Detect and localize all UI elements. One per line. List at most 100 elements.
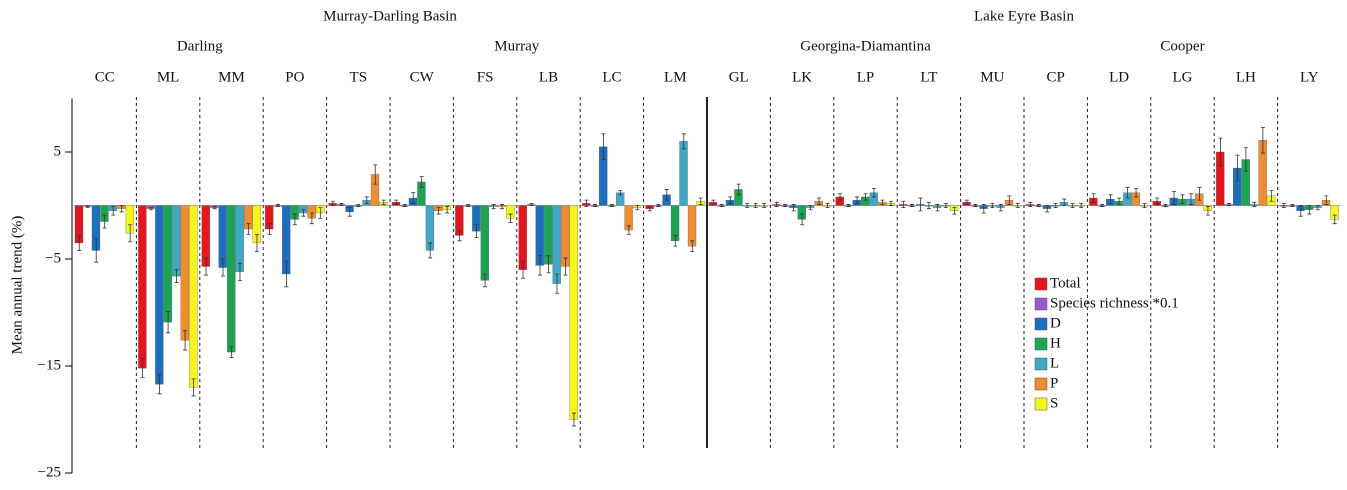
error-bar bbox=[728, 196, 733, 204]
region-label: Cooper bbox=[1160, 38, 1204, 54]
legend-swatch bbox=[1034, 277, 1048, 291]
error-bar bbox=[1028, 201, 1033, 207]
error-bar bbox=[563, 257, 568, 276]
error-bar bbox=[863, 193, 868, 201]
error-bar bbox=[212, 206, 217, 210]
error-bar bbox=[111, 206, 116, 216]
error-bar bbox=[1125, 186, 1130, 199]
basin-label: Murray-Darling Basin bbox=[323, 8, 457, 24]
error-bar bbox=[601, 133, 606, 160]
error-bar bbox=[474, 224, 479, 238]
error-bar bbox=[1079, 202, 1084, 209]
error-bar bbox=[753, 202, 758, 209]
bar bbox=[172, 205, 181, 277]
error-bar bbox=[94, 238, 99, 263]
error-bar bbox=[1091, 193, 1096, 203]
error-bar bbox=[1100, 204, 1105, 207]
basin-label: Lake Eyre Basin bbox=[974, 8, 1074, 24]
error-bar bbox=[909, 204, 914, 207]
error-bar bbox=[981, 204, 986, 214]
x-category-label: CW bbox=[410, 69, 435, 85]
error-bar bbox=[656, 204, 661, 207]
error-bar bbox=[690, 240, 695, 252]
bar bbox=[218, 205, 227, 268]
error-bar bbox=[1324, 195, 1329, 205]
error-bar bbox=[1226, 202, 1231, 206]
x-category-label: FS bbox=[477, 69, 494, 85]
legend-label: S bbox=[1050, 395, 1058, 411]
x-category-label: CP bbox=[1047, 69, 1065, 85]
error-bar bbox=[1070, 202, 1075, 209]
error-bar bbox=[166, 311, 171, 334]
error-bar bbox=[880, 199, 885, 205]
error-bar bbox=[128, 224, 133, 243]
error-bar bbox=[1053, 202, 1058, 209]
error-bar bbox=[508, 213, 513, 224]
legend-swatch bbox=[1034, 377, 1048, 391]
x-category-label: MM bbox=[218, 69, 245, 85]
error-bar bbox=[85, 205, 90, 209]
error-bar bbox=[1332, 214, 1337, 225]
error-bar bbox=[521, 260, 526, 279]
x-category-label: LK bbox=[792, 69, 812, 85]
error-bar bbox=[711, 199, 716, 205]
x-category-label: LD bbox=[1109, 69, 1129, 85]
error-bar bbox=[918, 197, 923, 212]
error-bar bbox=[943, 202, 948, 209]
bar bbox=[180, 205, 189, 341]
x-category-label: GL bbox=[729, 69, 749, 85]
error-bar bbox=[284, 260, 289, 288]
error-bar bbox=[419, 176, 424, 188]
error-bar bbox=[1015, 202, 1020, 209]
error-bar bbox=[246, 223, 251, 235]
error-bar bbox=[871, 187, 876, 198]
error-bar bbox=[347, 207, 352, 217]
legend-label: Species richness *0.1 bbox=[1050, 295, 1179, 311]
error-bar bbox=[1252, 201, 1257, 207]
legend-label: P bbox=[1050, 375, 1058, 391]
error-bar bbox=[673, 235, 678, 247]
error-bar bbox=[762, 202, 767, 209]
error-bar bbox=[491, 204, 496, 210]
error-bar bbox=[609, 204, 614, 207]
region-label: Georgina-Diamantina bbox=[800, 38, 931, 54]
x-category-label: LM bbox=[664, 69, 687, 85]
error-bar bbox=[457, 229, 462, 242]
error-bar bbox=[373, 164, 378, 185]
x-category-label: LG bbox=[1173, 69, 1193, 85]
error-bar bbox=[330, 200, 335, 206]
error-bar bbox=[998, 204, 1003, 212]
error-bar bbox=[635, 205, 640, 211]
error-bar bbox=[191, 378, 196, 397]
error-bar bbox=[275, 204, 280, 207]
x-category-label: LC bbox=[602, 69, 621, 85]
error-bar bbox=[1172, 191, 1177, 205]
y-tick-label: −5 bbox=[45, 250, 61, 266]
error-bar bbox=[584, 199, 589, 207]
legend-swatch bbox=[1034, 317, 1048, 331]
error-bar bbox=[411, 192, 416, 204]
error-bar bbox=[1007, 195, 1012, 205]
bar bbox=[679, 141, 688, 206]
error-bar bbox=[339, 202, 344, 206]
x-category-label: LH bbox=[1236, 69, 1256, 85]
error-bar bbox=[529, 202, 534, 206]
error-bar bbox=[428, 242, 433, 259]
error-bar bbox=[800, 213, 805, 226]
y-tick-label: −15 bbox=[38, 357, 61, 373]
error-bar bbox=[952, 207, 957, 215]
error-bar bbox=[1281, 202, 1286, 209]
error-bar bbox=[254, 233, 259, 252]
error-bar bbox=[1260, 126, 1265, 154]
error-bar bbox=[1269, 190, 1274, 202]
error-bar bbox=[356, 204, 361, 207]
legend-label: D bbox=[1050, 315, 1061, 331]
error-bar bbox=[309, 212, 314, 225]
x-category-label: MU bbox=[980, 69, 1004, 85]
error-bar bbox=[1163, 204, 1168, 207]
error-bar bbox=[1180, 194, 1185, 204]
bar bbox=[569, 205, 578, 420]
legend-swatch bbox=[1034, 337, 1048, 351]
error-bar bbox=[926, 201, 931, 210]
